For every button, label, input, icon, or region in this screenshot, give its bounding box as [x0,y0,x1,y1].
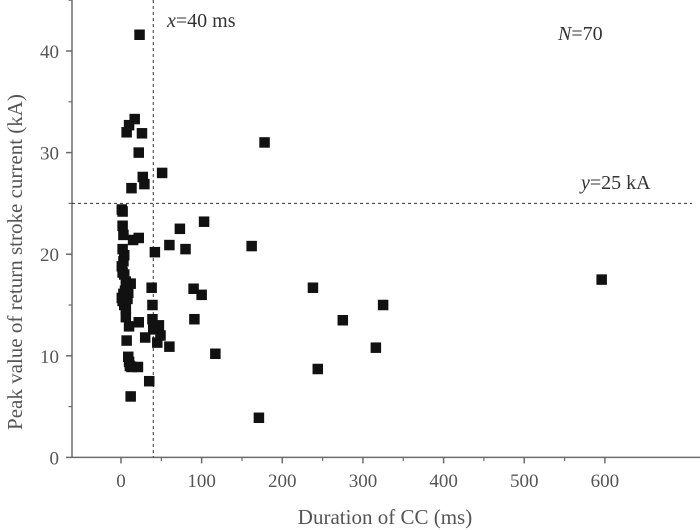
y-tick-label: 0 [50,448,60,469]
data-point [139,178,150,190]
data-point [129,113,140,125]
x-tick-label: 600 [591,471,620,492]
data-point [180,243,191,255]
x-tick-label: 0 [116,471,126,492]
data-point [118,269,130,280]
data-point [377,299,389,311]
n-label: N=70 [557,23,603,45]
data-point [146,282,157,293]
data-point [148,324,159,335]
data-point [370,342,382,353]
data-point [134,29,145,40]
data-point [596,274,607,285]
data-point [139,332,151,343]
x-threshold-label: x=40 ms [166,10,236,32]
n-label-text: =70 [571,23,602,45]
data-point [147,313,158,325]
x-tick-label: 500 [510,471,539,492]
data-point [123,119,135,131]
data-point [117,206,128,217]
x-tick-label: 200 [268,471,297,492]
data-point [133,317,144,328]
data-point [136,128,148,139]
data-point [210,348,221,360]
data-point [164,341,175,352]
data-point [189,313,200,325]
y-axis-title: Peak value of return stroke current (kA) [3,94,27,430]
data-point [253,412,265,424]
data-point [259,137,270,148]
data-point [156,167,168,179]
y-tick-label: 40 [40,42,59,63]
data-point [155,330,166,341]
data-point [116,261,128,272]
x-tick-label: 400 [429,471,458,492]
y-tick-label: 20 [40,245,59,266]
data-point [120,311,132,323]
y-tick-label: 10 [40,347,59,368]
data-point [125,391,136,402]
data-point [307,282,319,293]
data-points [116,29,607,424]
data-point [117,243,128,255]
data-point [149,246,161,258]
data-point [174,223,186,235]
data-point [152,337,163,348]
x-tick-label: 300 [349,471,378,492]
data-point [125,278,136,289]
x-axis-title: Duration of CC (ms) [298,505,472,529]
data-point [121,335,132,346]
x-threshold-text: =40 ms [176,10,236,32]
n-label-var: N [557,23,573,45]
data-point [118,249,130,261]
y-threshold-label: y=25 kA [579,172,651,194]
y-threshold-var: y [579,172,590,194]
data-point [126,182,137,194]
data-point [312,363,324,375]
data-point [121,127,132,138]
data-point [118,229,129,241]
reference-lines [72,0,692,458]
data-point [198,216,210,227]
data-point [164,239,175,251]
data-point [153,320,165,331]
data-point [117,220,128,232]
data-point [188,283,199,294]
data-point [123,321,135,332]
data-point [246,240,257,252]
y-tick-label: 30 [40,144,59,165]
data-point [137,171,149,183]
data-point [122,293,133,305]
data-point [133,147,144,158]
tick-group: 0 100 200 300 400 500 600 0 10 20 30 40 [40,0,619,492]
data-point [337,314,349,326]
data-point [132,361,144,373]
data-point [143,375,155,387]
data-point [120,303,132,315]
axes-frame [71,0,700,459]
x-tick-label: 100 [187,471,216,492]
data-point [147,299,158,311]
y-threshold-text: =25 kA [590,172,651,194]
data-point [127,234,139,246]
data-point [126,361,137,373]
data-point [123,287,134,299]
data-point [196,289,207,301]
data-point [133,232,144,244]
x-threshold-var: x [166,10,176,32]
